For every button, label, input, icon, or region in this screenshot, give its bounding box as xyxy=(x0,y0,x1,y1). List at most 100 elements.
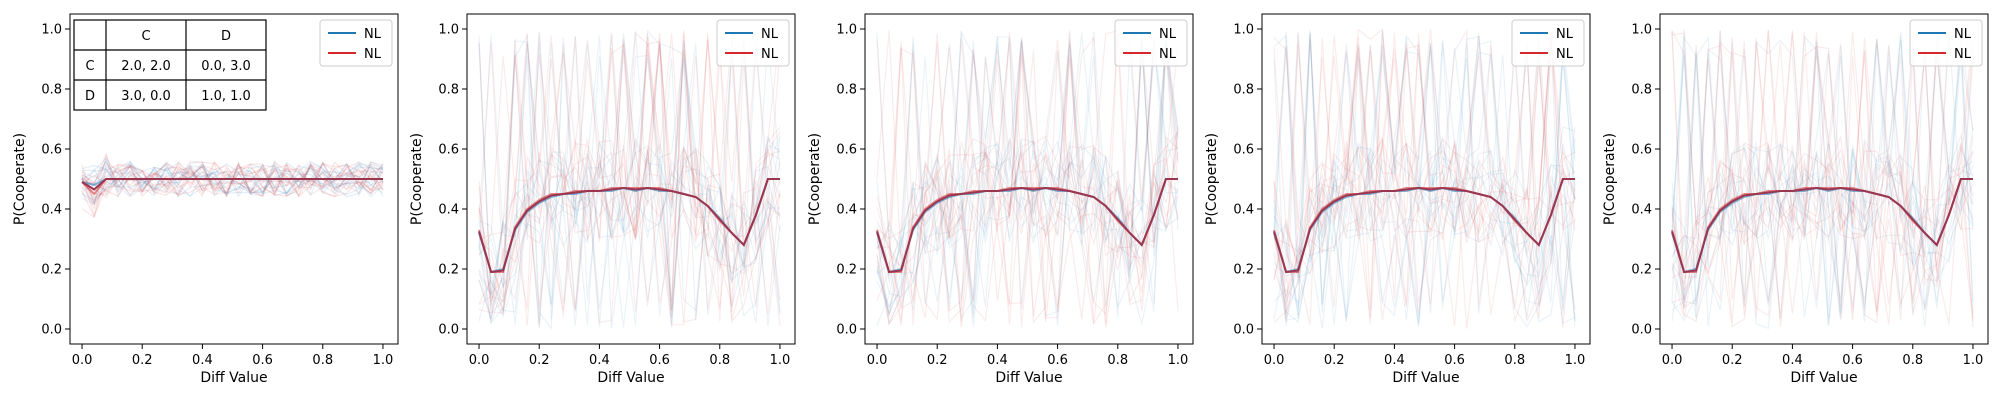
replicate-line xyxy=(876,50,1179,328)
replicate-line xyxy=(478,44,781,314)
y-tick-label: 0.0 xyxy=(1631,323,1652,338)
y-tick-label: 0.2 xyxy=(438,263,459,278)
replicate-line xyxy=(1273,39,1576,326)
x-tick-label: 0.2 xyxy=(1324,353,1345,368)
replicate-line xyxy=(1273,28,1576,326)
x-tick-label: 0.2 xyxy=(132,353,153,368)
replicate-line xyxy=(478,33,781,322)
replicate-line xyxy=(876,38,1179,325)
replicate-line xyxy=(478,40,781,325)
y-tick-label: 0.4 xyxy=(41,203,62,218)
replicate-line xyxy=(478,40,781,321)
x-axis-label: Diff Value xyxy=(597,370,664,386)
x-tick-label: 1.0 xyxy=(1168,353,1189,368)
replicate-line xyxy=(1671,31,1974,328)
replicate-line xyxy=(81,161,384,206)
legend-label: NL xyxy=(1556,27,1574,42)
legend: NL NL xyxy=(716,19,790,67)
legend-label: NL xyxy=(364,27,382,42)
replicate-line xyxy=(876,31,1179,316)
x-tick-label: 0.6 xyxy=(1444,353,1465,368)
replicate-line xyxy=(876,33,1179,327)
replicate-line xyxy=(1671,32,1974,324)
y-tick-label: 0.8 xyxy=(438,83,459,98)
mean-line xyxy=(81,178,383,191)
subplot-3: 0.0 0.2 0.4 0.6 0.8 1.0 0.0 0.2 0.4 0.6 0.8 1.0 Diff… xyxy=(807,13,1194,386)
y-axis-label: P(Cooperate) xyxy=(12,133,28,225)
x-tick-label: 0.6 xyxy=(1842,353,1863,368)
replicate-line xyxy=(81,160,384,205)
replicate-line xyxy=(876,37,1179,316)
replicate-line xyxy=(876,30,1179,325)
x-tick-label: 0.8 xyxy=(1504,353,1525,368)
replicate-line xyxy=(1273,43,1576,308)
legend-box xyxy=(319,19,393,67)
legend-label: NL xyxy=(761,27,779,42)
x-tick-label: 0.8 xyxy=(1107,353,1128,368)
replicate-line xyxy=(876,32,1179,318)
replicate-line xyxy=(478,40,781,321)
mean-line xyxy=(478,178,780,274)
legend-box xyxy=(1114,19,1188,67)
x-tick-label: 1.0 xyxy=(373,353,394,368)
replicate-line xyxy=(1273,41,1576,329)
replicate-line xyxy=(478,31,781,322)
replicate-line xyxy=(1671,35,1974,327)
replicate-line xyxy=(1671,29,1974,320)
y-tick-label: 1.0 xyxy=(1233,23,1254,38)
replicate-line xyxy=(876,46,1179,317)
replicate-line xyxy=(1671,54,1974,325)
y-tick-label: 0.6 xyxy=(836,143,857,158)
replicate-line xyxy=(876,29,1179,328)
y-axis-label: P(Cooperate) xyxy=(409,133,425,225)
y-tick-label: 0.0 xyxy=(836,323,857,338)
x-tick-label: 0.6 xyxy=(1047,353,1068,368)
replicate-runs xyxy=(81,152,384,219)
axes-frame xyxy=(1659,13,1989,345)
table-cell: 0.0, 3.0 xyxy=(201,59,251,74)
subplot-5: 0.0 0.2 0.4 0.6 0.8 1.0 0.0 0.2 0.4 0.6 0.8 1.0 Diff… xyxy=(1602,13,1989,386)
replicate-line xyxy=(1273,34,1576,323)
table-cell: 1.0, 1.0 xyxy=(201,89,251,104)
y-tick-label: 1.0 xyxy=(41,23,62,38)
replicate-line xyxy=(876,45,1179,326)
replicate-line xyxy=(1671,30,1974,307)
replicate-line xyxy=(1671,41,1974,328)
x-tick-label: 0.0 xyxy=(867,353,888,368)
replicate-line xyxy=(478,31,781,326)
subplot-1: 0.0 0.2 0.4 0.6 0.8 1.0 0.0 0.2 0.4 0.6 0.8 1.0 Diff… xyxy=(12,13,399,386)
legend-label: NL xyxy=(1159,47,1177,62)
y-tick-label: 0.8 xyxy=(1233,83,1254,98)
y-axis-label: P(Cooperate) xyxy=(1602,133,1618,225)
replicate-line xyxy=(478,145,781,328)
table-cell: C xyxy=(141,29,150,44)
replicate-line xyxy=(81,161,384,198)
replicate-runs xyxy=(478,29,781,330)
x-axis-label: Diff Value xyxy=(1392,370,1459,386)
replicate-line xyxy=(478,32,781,253)
replicate-line xyxy=(1273,28,1576,288)
replicate-line xyxy=(81,161,384,211)
replicate-line xyxy=(1273,40,1576,328)
replicate-line xyxy=(876,139,1179,326)
replicate-line xyxy=(478,32,781,327)
y-tick-label: 1.0 xyxy=(438,23,459,38)
y-axis-label: P(Cooperate) xyxy=(807,133,823,225)
y-tick-label: 0.4 xyxy=(1233,203,1254,218)
y-tick-label: 0.8 xyxy=(836,83,857,98)
legend: NL NL xyxy=(1114,19,1188,67)
y-tick-label: 1.0 xyxy=(836,23,857,38)
replicate-line xyxy=(478,31,780,304)
replicate-line xyxy=(1671,29,1974,319)
x-axis-label: Diff Value xyxy=(995,370,1062,386)
replicate-line xyxy=(1273,32,1576,321)
y-tick-label: 0.4 xyxy=(1631,203,1652,218)
legend: NL NL xyxy=(1909,19,1983,67)
replicate-line xyxy=(81,160,384,198)
y-tick-label: 0.8 xyxy=(41,83,62,98)
replicate-line xyxy=(1671,30,1974,317)
replicate-line xyxy=(1273,47,1576,308)
y-tick-label: 0.2 xyxy=(1631,263,1652,278)
replicate-line xyxy=(81,164,384,198)
replicate-line xyxy=(876,31,1179,315)
